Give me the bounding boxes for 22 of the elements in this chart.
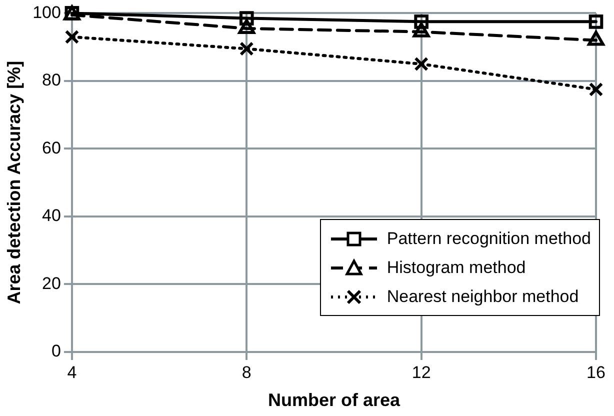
y-tick-label: 100 [32, 2, 61, 22]
legend-label: Histogram method [386, 258, 526, 278]
x-tick-label: 16 [586, 362, 606, 382]
point [239, 42, 254, 56]
y-tick-label: 0 [51, 342, 61, 361]
point [64, 30, 80, 44]
point [239, 11, 254, 26]
x-tick-label: 4 [67, 362, 77, 382]
y-tick-label: 20 [42, 274, 61, 293]
y-tick-label: 40 [42, 206, 61, 226]
y-tick-label: 60 [42, 138, 61, 158]
y-axis-title: Area detection Accuracy [%] [4, 60, 24, 304]
point [588, 14, 604, 29]
point [588, 82, 604, 97]
x-axis-title: Number of area [268, 390, 401, 410]
y-tick-label: 80 [42, 70, 61, 90]
x-tick-label: 8 [242, 362, 252, 382]
point [414, 14, 428, 29]
legend-label: Nearest neighbor method [386, 286, 579, 306]
x-tick-label: 12 [412, 362, 431, 382]
legend-label: Pattern recognition method [386, 228, 591, 248]
point [414, 56, 428, 72]
